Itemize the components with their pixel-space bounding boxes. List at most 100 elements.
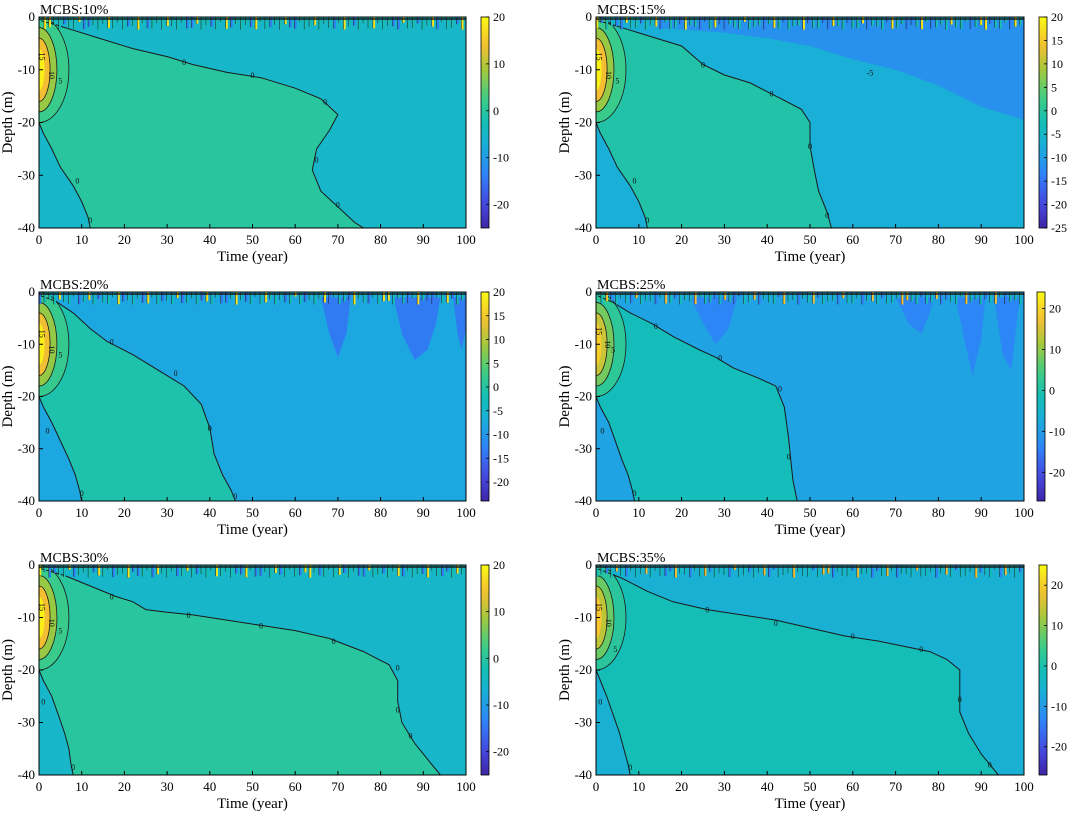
- surface-cell: [255, 565, 258, 577]
- contour-label: 15: [594, 327, 603, 335]
- surface-cell: [694, 17, 697, 27]
- colorbar-tick-label: 0: [493, 380, 499, 394]
- surface-cell: [97, 292, 101, 300]
- surface-cell: [264, 292, 268, 303]
- colorbar-tick-label: -20: [493, 475, 509, 489]
- surface-cell: [196, 292, 199, 305]
- surface-cell: [674, 292, 677, 299]
- anomaly-contour: [596, 292, 627, 397]
- surface-cell: [704, 565, 707, 576]
- x-tick-label: 10: [75, 232, 88, 247]
- surface-cell: [309, 17, 312, 27]
- surface-cell: [699, 565, 702, 577]
- surface-cell: [43, 565, 47, 573]
- contour-label: 0: [600, 426, 604, 435]
- surface-cell: [960, 17, 963, 29]
- warm-zone: [39, 292, 236, 501]
- surface-cell: [930, 565, 933, 572]
- x-tick-label: 20: [675, 232, 688, 247]
- anomaly-contour: [39, 575, 58, 660]
- y-tick-label: -20: [575, 662, 592, 677]
- surface-cell: [88, 17, 91, 27]
- x-tick-label: 40: [761, 232, 774, 247]
- y-tick-label: -40: [18, 767, 35, 782]
- surface-cell: [426, 292, 430, 302]
- zero-contour-line: [596, 294, 798, 501]
- surface-cell: [137, 565, 140, 576]
- surface-cell: [196, 17, 199, 24]
- colorbar: 20 10 0 -10 -20: [480, 558, 509, 776]
- x-tick-label: 0: [36, 779, 43, 794]
- surface-cell: [422, 565, 425, 574]
- surface-cell: [1009, 565, 1012, 573]
- surface-cell: [230, 17, 233, 28]
- x-tick-label: 20: [118, 505, 131, 520]
- surface-cell: [787, 565, 791, 573]
- surface-cell: [264, 565, 268, 572]
- surface-cell: [812, 17, 815, 29]
- surface-cell: [235, 292, 238, 305]
- colorbar: 20 15 10 5 0 -5 -10 -15 -20: [480, 285, 509, 502]
- surface-cell: [645, 17, 648, 30]
- y-axis-label: Depth (m): [557, 91, 573, 153]
- surface-cell: [372, 17, 376, 29]
- surface-cell: [940, 292, 943, 305]
- surface-cell: [817, 565, 820, 578]
- contour-label: 10: [604, 71, 613, 79]
- surface-cell: [382, 565, 385, 574]
- surface-cell: [348, 565, 351, 578]
- contour-label: 0: [323, 97, 327, 106]
- x-tick-label: 80: [374, 505, 387, 520]
- y-tick-label: -10: [575, 610, 592, 625]
- surface-cell: [392, 17, 395, 27]
- x-tick-label: 80: [374, 779, 387, 794]
- surface-cell: [431, 565, 435, 571]
- x-tick-label: 80: [932, 779, 945, 794]
- y-tick-label: -20: [18, 115, 35, 130]
- surface-cell: [191, 565, 194, 578]
- surface-cell: [768, 292, 771, 303]
- surface-cell: [78, 292, 81, 305]
- surface-cell: [402, 565, 405, 577]
- surface-cell: [842, 565, 845, 576]
- x-tick-label: 10: [632, 505, 645, 520]
- y-tick-label: -30: [18, 167, 35, 182]
- surface-cell: [974, 17, 978, 27]
- x-axis-label: Time (year): [217, 796, 288, 812]
- surface-cell: [763, 565, 766, 576]
- contour-label: 15: [37, 53, 46, 61]
- y-tick-label: -20: [575, 115, 592, 130]
- surface-cell: [635, 17, 638, 29]
- surface-cell: [343, 17, 346, 30]
- y-tick-label: 0: [586, 557, 593, 572]
- x-tick-label: 60: [289, 779, 302, 794]
- contour-label: 5: [613, 645, 617, 654]
- surface-cell: [610, 17, 613, 26]
- surface-cell: [461, 17, 464, 30]
- surface-cell: [107, 17, 110, 28]
- surface-cell: [338, 565, 341, 575]
- x-tick-label: 90: [975, 779, 988, 794]
- x-tick-label: 50: [804, 779, 817, 794]
- contour-label: 0: [110, 338, 114, 347]
- x-tick-label: 0: [36, 232, 43, 247]
- colorbar-gradient: [480, 291, 490, 502]
- y-tick-label: -40: [18, 493, 35, 508]
- contour-label: 0: [718, 353, 722, 362]
- surface-cell: [255, 17, 258, 30]
- contour-label: 0: [88, 216, 92, 225]
- surface-cell: [856, 292, 860, 299]
- plot-area: 0 0 0 0 0 0 -5 15 105: [596, 17, 1024, 228]
- surface-cell: [596, 565, 599, 578]
- colorbar-tick-label: 10: [1051, 619, 1063, 633]
- surface-cell: [269, 17, 272, 28]
- surface-cell: [719, 17, 722, 25]
- surface-cell: [53, 17, 56, 25]
- colorbar-tick-label: 0: [1051, 659, 1057, 673]
- surface-cell: [397, 17, 400, 30]
- surface-cell: [161, 17, 164, 30]
- y-tick-label: 0: [29, 9, 36, 24]
- surface-cell: [979, 292, 983, 305]
- surface-cell: [950, 565, 953, 578]
